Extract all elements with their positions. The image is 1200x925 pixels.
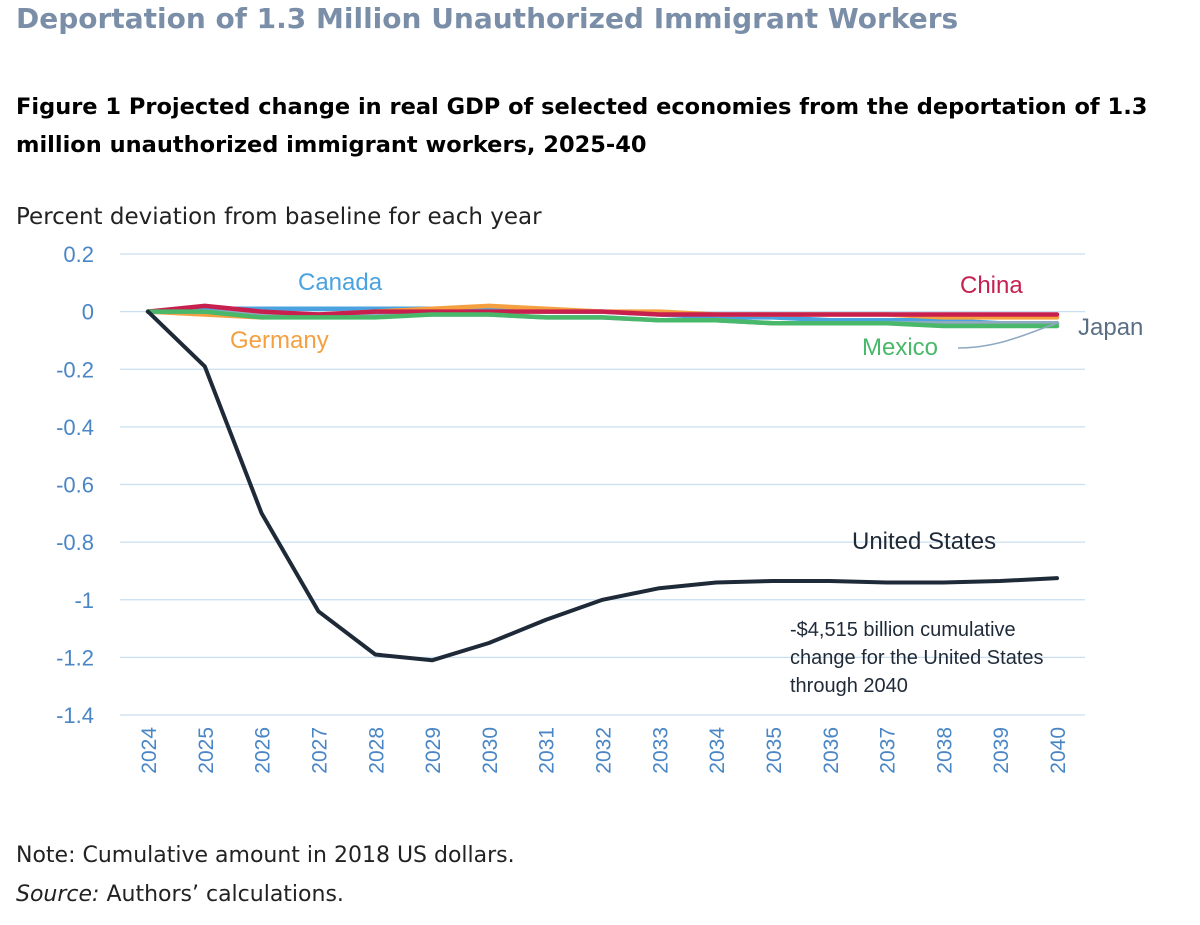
y-tick-label: -0.8 bbox=[56, 530, 94, 555]
y-tick-label: 0 bbox=[82, 300, 94, 325]
y-tick-label: -1 bbox=[74, 588, 94, 613]
x-tick-label: 2026 bbox=[252, 727, 275, 774]
annotation-line: through 2040 bbox=[790, 675, 908, 697]
x-tick-label: 2028 bbox=[365, 727, 388, 774]
x-tick-label: 2040 bbox=[1047, 727, 1070, 774]
x-tick-label: 2029 bbox=[422, 727, 445, 774]
x-tick-label: 2027 bbox=[308, 727, 331, 774]
figure-caption-line-2: million unauthorized immigrant workers, … bbox=[16, 132, 647, 158]
y-axis-ticks: 0.2 0 -0.2 -0.4 -0.6 -0.8 -1 -1.2 -1.4 bbox=[56, 242, 94, 728]
series-line-united-states bbox=[146, 309, 1059, 663]
x-tick-label: 2034 bbox=[706, 727, 729, 774]
x-tick-label: 2037 bbox=[877, 727, 900, 774]
y-tick-label: -1.2 bbox=[56, 645, 94, 670]
y-tick-label: -0.2 bbox=[56, 357, 94, 382]
label-united-states: United States bbox=[852, 528, 996, 555]
x-tick-label: 2030 bbox=[479, 727, 502, 774]
gdp-line-chart: 0.20-0.2-0.4-0.6-0.8-1-1.2-1.4 2024 2025 2… bbox=[56, 242, 1143, 774]
source-value: Authors’ calculations. bbox=[99, 882, 344, 907]
series-line-mexico bbox=[145, 309, 1060, 329]
x-tick-label: 2039 bbox=[990, 727, 1013, 774]
y-tick-label: -0.4 bbox=[56, 415, 94, 440]
x-tick-label: 2032 bbox=[593, 727, 616, 774]
x-axis-ticks: 2024 2025 2026 2027 2028 2029 2030 2031 2032 2033… bbox=[138, 727, 1070, 774]
label-china: China bbox=[960, 272, 1023, 299]
x-tick-label: 2038 bbox=[933, 727, 956, 774]
series-line-china bbox=[145, 303, 1060, 317]
y-tick-label: 0.2 bbox=[63, 242, 94, 267]
y-axis-caption: Percent deviation from baseline for each… bbox=[16, 204, 542, 230]
source-text: Source: Authors’ calculations. bbox=[16, 882, 344, 907]
x-tick-label: 2025 bbox=[195, 727, 218, 774]
figure-caption: Figure 1 Projected change in real GDP of… bbox=[16, 88, 1186, 164]
figure-caption-line-1: Figure 1 Projected change in real GDP of… bbox=[16, 94, 1148, 120]
page-title: Deportation of 1.3 Million Unauthorized … bbox=[16, 2, 959, 35]
y-tick-label: -0.6 bbox=[56, 473, 94, 498]
y-tick-label: -1.4 bbox=[56, 703, 94, 728]
annotation: -$4,515 billion cumulative change for the… bbox=[790, 619, 1044, 697]
label-mexico: Mexico bbox=[862, 334, 938, 361]
note-text: Note: Cumulative amount in 2018 US dolla… bbox=[16, 843, 515, 868]
x-tick-label: 2031 bbox=[536, 727, 559, 774]
source-label: Source: bbox=[16, 882, 100, 907]
label-japan: Japan bbox=[1078, 314, 1143, 341]
annotation-line: -$4,515 billion cumulative bbox=[790, 619, 1016, 641]
mexico-leader-line bbox=[957, 323, 1056, 349]
x-tick-label: 2033 bbox=[649, 727, 672, 774]
label-germany: Germany bbox=[230, 327, 329, 354]
annotation-line: change for the United States bbox=[790, 647, 1044, 669]
label-canada: Canada bbox=[298, 269, 383, 296]
series-labels: Canada Germany China Mexico Japan United Stat… bbox=[230, 269, 1143, 555]
x-tick-label: 2024 bbox=[138, 727, 161, 774]
series-lines bbox=[145, 303, 1060, 663]
x-tick-label: 2035 bbox=[763, 727, 786, 774]
x-tick-label: 2036 bbox=[820, 727, 843, 774]
